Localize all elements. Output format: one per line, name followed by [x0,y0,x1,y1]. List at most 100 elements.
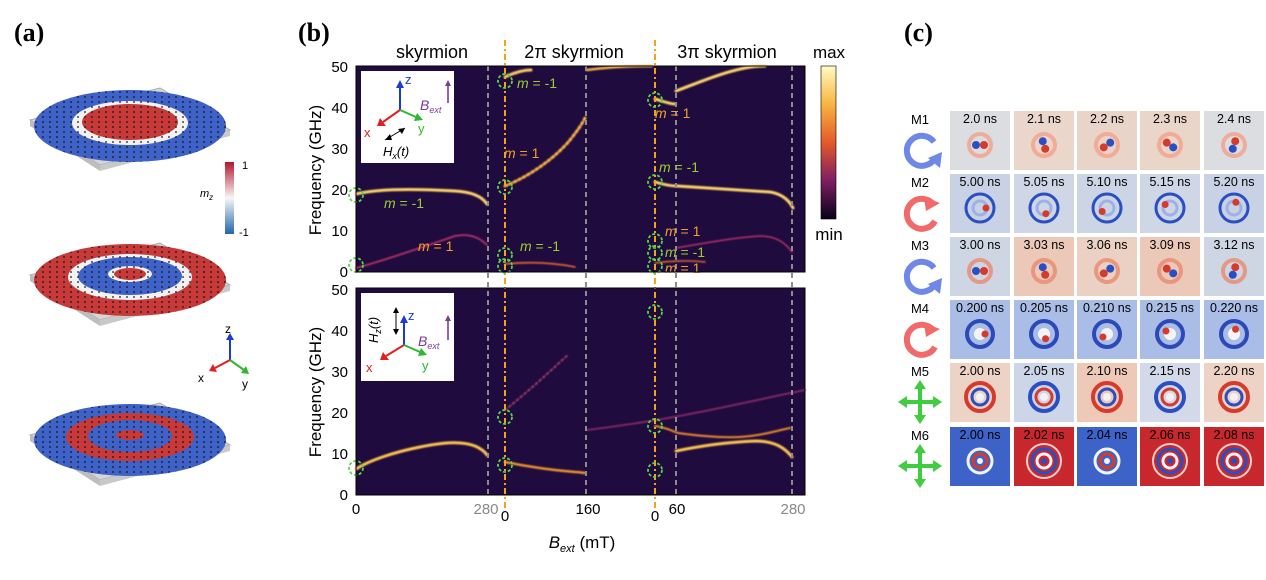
snapshot-tile: 2.00 ns [950,363,1010,422]
panel-b-label: (b) [298,18,330,47]
mode-marker [497,179,513,195]
y-tick-top-20: 20 [331,182,348,199]
snapshot-pattern [1028,381,1060,413]
snapshot-pattern [1029,319,1059,349]
panel-c-label: (c) [904,18,933,47]
snapshot-pattern [964,192,996,224]
mode-label-3pi-mid-m-minus1: m = -1 [659,159,699,175]
mode-row: M1 2.0 ns 2.1 ns 2.2 ns 2.3 ns 2.4 ns [880,110,1266,172]
snapshot-pattern [1091,381,1123,413]
snapshot-tile: 0.215 ns [1140,300,1200,359]
snapshot-time-label: 3.12 ns [1213,238,1255,252]
snapshot-time-label: 2.04 ns [1086,428,1128,442]
bottom-2pi-rising-branch [504,354,569,411]
top-inset-hx: Hx(t) [383,144,409,161]
snapshot-tile: 2.15 ns [1140,363,1200,422]
mode-marker [497,247,513,263]
top-2pi-rising-branch [503,116,587,188]
top-inset-bext: Bext [420,97,442,115]
mode-label-2pi-top-m-minus1: m = -1 [517,75,557,91]
snapshot-time-label: 2.10 ns [1086,364,1128,378]
mode-row-label: M2 [910,175,930,190]
snapshot-pattern [1026,443,1062,479]
snapshot-pattern [1091,192,1123,224]
snapshot-pattern [1031,258,1057,284]
mz-colorbar-min: -1 [239,227,249,239]
snapshot-pattern [1154,381,1186,413]
y-ticks-top: 0 10 20 30 40 50 [331,59,348,281]
snapshot-time-label: 2.3 ns [1152,112,1188,126]
snapshot-tile: 0.210 ns [1077,300,1137,359]
snapshot-tile: 3.03 ns [1014,237,1074,296]
y-ticks-bottom: 0 10 20 30 40 50 [331,282,348,504]
panel-a-figure: 1 -1 mz z x y [28,87,249,486]
mode-marker [497,258,513,274]
y-tick-bottom-0: 0 [340,487,348,504]
panel-b-spectra: skyrmion 2π skyrmion 3π skyrmion [306,40,846,555]
x-tick: 60 [669,501,686,518]
snapshot-tile: 3.00 ns [950,237,1010,296]
mode-marker [647,418,663,434]
snapshot-time-label: 3.00 ns [959,238,1001,252]
mode-row-label: M6 [910,428,930,443]
y-axis-label-top: Frequency (GHz) [306,105,325,235]
mode-label-skyrmion-m-minus1: m = -1 [384,195,424,211]
snapshot-tile: 5.00 ns [950,174,1010,233]
snapshot-time-label: 0.205 ns [1020,301,1068,315]
y-tick-bottom-20: 20 [331,405,348,422]
snapshot-time-label: 5.00 ns [959,175,1001,189]
snapshot-tile: 3.12 ns [1204,237,1264,296]
y-tick-top-30: 30 [331,141,348,158]
mode-row-label: M4 [910,301,930,316]
axis-z-label: z [225,322,231,336]
snapshot-pattern [1216,443,1252,479]
mode-row: M3 3.00 ns 3.03 ns 3.06 ns 3.09 ns 3.12 ns [880,236,1266,298]
y-tick-top-0: 0 [340,264,348,281]
spectrum-bottom-modes [354,354,806,475]
mode-label-skyrmion-m1: m = 1 [418,238,454,254]
snapshot-tile: 2.05 ns [1014,363,1074,422]
x-tick: 0 [352,501,360,518]
snapshot-pattern [1221,132,1247,158]
snapshot-tile: 0.200 ns [950,300,1010,359]
top-3pi-upper-left-branch [653,97,677,106]
snapshot-time-label: 2.06 ns [1149,428,1191,442]
bottom-3pi-upper-branch [586,389,806,431]
top-3pi-m1-branch [675,235,793,253]
bottom-inset-x: x [366,360,373,375]
top-3pi-middle-branch [653,180,795,210]
ccw-rotation-icon [903,132,942,169]
snapshot-time-label: 2.00 ns [959,364,1001,378]
snapshot-tile: 2.00 ns [950,427,1010,486]
y-axis-label-bottom: Frequency (GHz) [306,327,325,457]
snapshot-time-label: 3.03 ns [1023,238,1065,252]
mode-markers [348,73,663,478]
mode-marker [497,409,513,425]
snapshot-tile: 3.09 ns [1140,237,1200,296]
y-tick-bottom-40: 40 [331,323,348,340]
bottom-excitation-inset: z x y Bext Hz(t) [361,293,454,381]
section-guides [487,40,793,510]
panel-c-snapshots: M1 2.0 ns 2.1 ns 2.2 ns 2.3 ns 2.4 ns M2 5.00 n… [880,100,1266,500]
snapshot-pattern [1028,192,1060,224]
x-tick: 280 [473,501,498,518]
snapshot-time-label: 2.4 ns [1216,112,1252,126]
snapshot-time-label: 0.215 ns [1146,301,1194,315]
snapshot-time-label: 3.06 ns [1086,238,1128,252]
snapshot-tile: 2.1 ns [1014,111,1074,170]
snapshot-pattern [1092,319,1122,349]
snapshot-tile: 2.08 ns [1204,427,1264,486]
snapshot-pattern [1221,258,1247,284]
mode-label-3pi-low-m1-b: m = 1 [665,260,701,276]
top-inset-x: x [364,125,371,140]
snapshot-tile: 2.0 ns [950,111,1010,170]
mode-marker [497,457,513,473]
bottom-2pi-low-branch [503,460,587,475]
top-3pi-low-branch [654,260,706,264]
bottom-inset-bext: Bext [418,333,440,351]
mode-row: M6 2.00 ns 2.02 ns 2.04 ns 2.06 ns 2.08 ns [880,426,1266,488]
mode-row-label: M5 [910,364,930,379]
snapshot-pattern [967,258,993,284]
y-tick-top-50: 50 [331,59,348,76]
mode-row: M5 2.00 ns 2.05 ns 2.10 ns 2.15 ns 2.20 ns [880,362,1266,424]
